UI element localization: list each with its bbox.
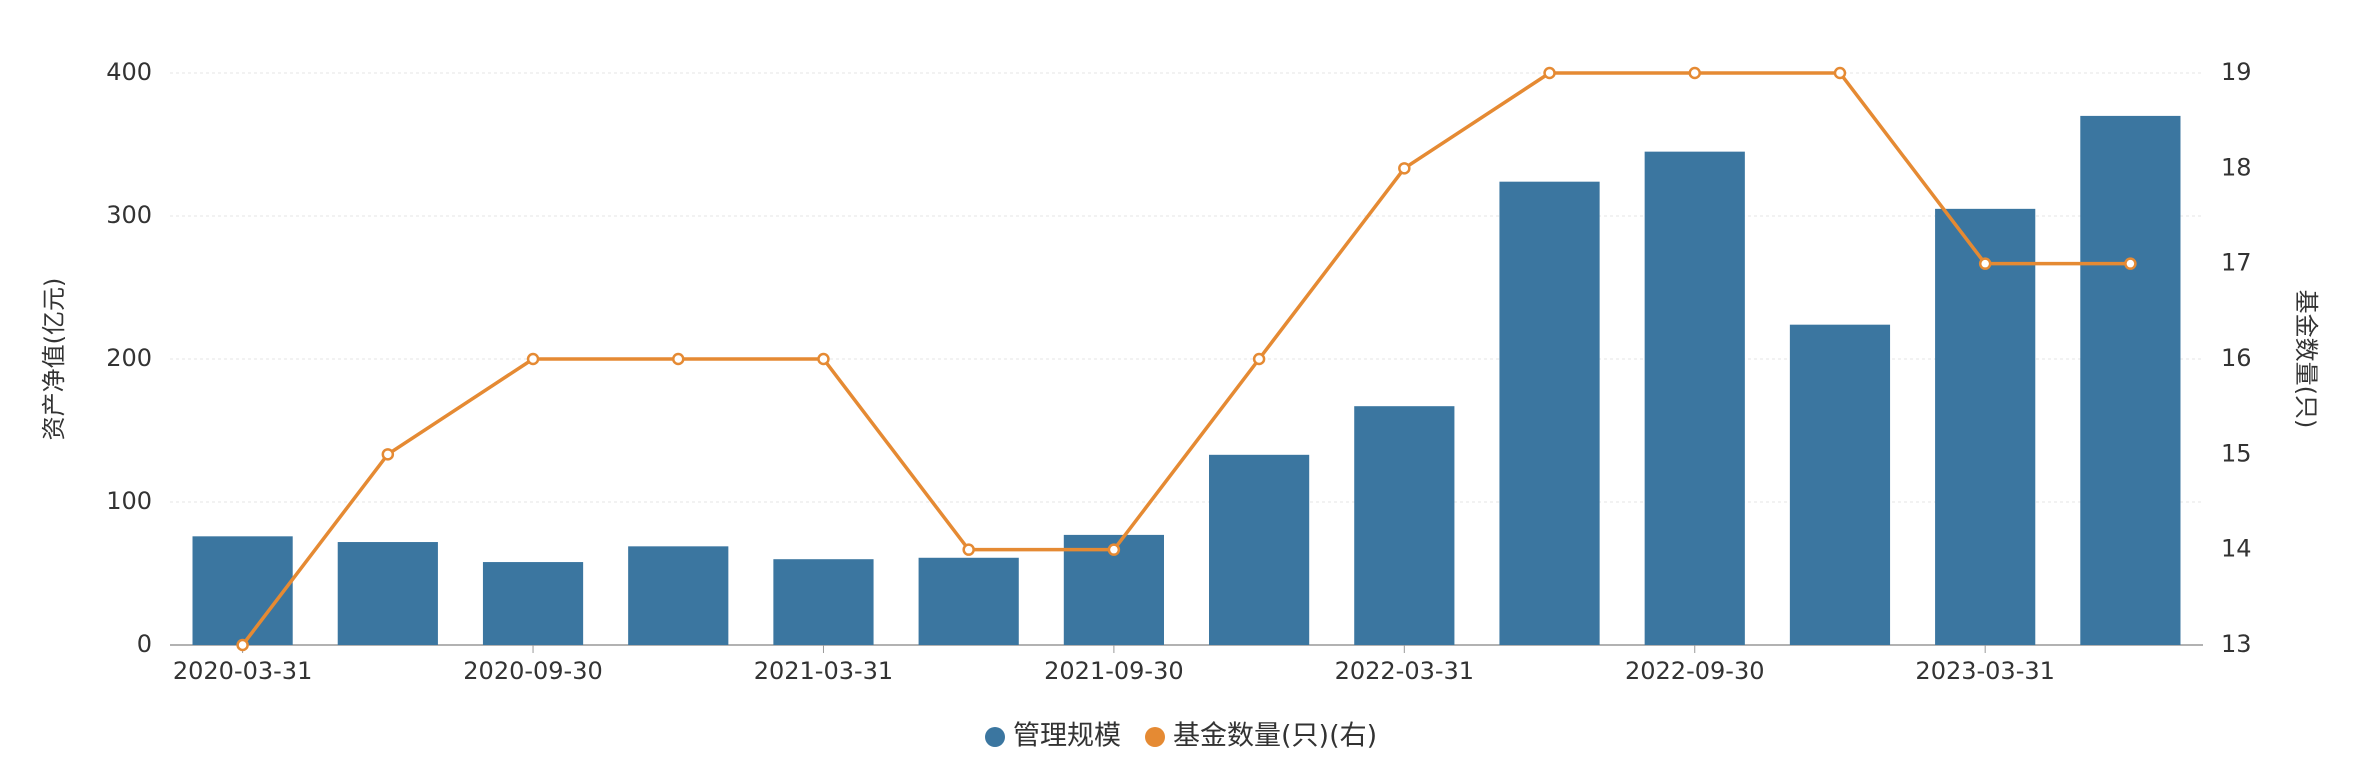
bar (918, 557, 1019, 645)
x-tick-label: 2022-09-30 (1625, 657, 1764, 685)
y2-tick-label: 13 (2221, 630, 2252, 658)
x-tick-label: 2020-03-31 (173, 657, 312, 685)
y2-tick-label: 17 (2221, 249, 2252, 277)
legend-label: 基金数量(只)(右) (1173, 721, 1377, 752)
y-tick-label: 200 (106, 344, 152, 372)
y2-tick-label: 18 (2221, 153, 2252, 181)
x-tick-label: 2020-09-30 (463, 657, 602, 685)
line-point (381, 448, 395, 461)
y2-tick-label: 15 (2221, 439, 2252, 467)
line-point (526, 352, 540, 366)
line-point (1833, 66, 1847, 80)
legend-marker (1145, 727, 1165, 747)
x-tick-label: 2023-03-31 (1915, 657, 2054, 685)
y-tick-label: 300 (106, 201, 152, 229)
bar (773, 559, 874, 645)
bar (1644, 151, 1745, 645)
line (241, 71, 2131, 647)
legend-label: 管理规模 (1013, 721, 1121, 752)
y-tick-label: 100 (106, 487, 152, 515)
line-point (1252, 352, 1266, 366)
bar (482, 562, 584, 645)
line-point (672, 352, 685, 366)
line-point (817, 352, 830, 366)
line-point (962, 543, 975, 556)
y-tick-label: 400 (106, 58, 152, 86)
bar (337, 542, 438, 645)
x-tick-label: 2021-09-30 (1044, 657, 1183, 685)
line-point (1543, 66, 1556, 80)
y2-tick-label: 14 (2221, 535, 2252, 563)
y2-axis-label: 基金数量(只) (2292, 290, 2320, 429)
bar (1935, 208, 2036, 645)
bar (1499, 181, 1600, 645)
line-point (1978, 257, 1992, 270)
line-point (1398, 162, 1411, 175)
bar (628, 546, 729, 645)
line-point (2124, 257, 2137, 270)
line-point (236, 638, 249, 652)
y2-tick-label: 16 (2221, 344, 2252, 372)
y-tick-label: 0 (137, 630, 152, 658)
line-point (1107, 543, 1121, 556)
bar (1209, 454, 1310, 645)
legend-marker (985, 727, 1005, 747)
y-axis-label: 资产净值(亿元) (40, 278, 68, 441)
y2-tick-label: 19 (2221, 58, 2252, 86)
line-point (1688, 66, 1701, 80)
bar (2080, 115, 2181, 645)
bar (192, 536, 293, 645)
bar (1789, 324, 1891, 645)
x-tick-label: 2021-03-31 (754, 657, 893, 685)
bar (1354, 406, 1455, 645)
x-tick-label: 2022-03-31 (1335, 657, 1474, 685)
